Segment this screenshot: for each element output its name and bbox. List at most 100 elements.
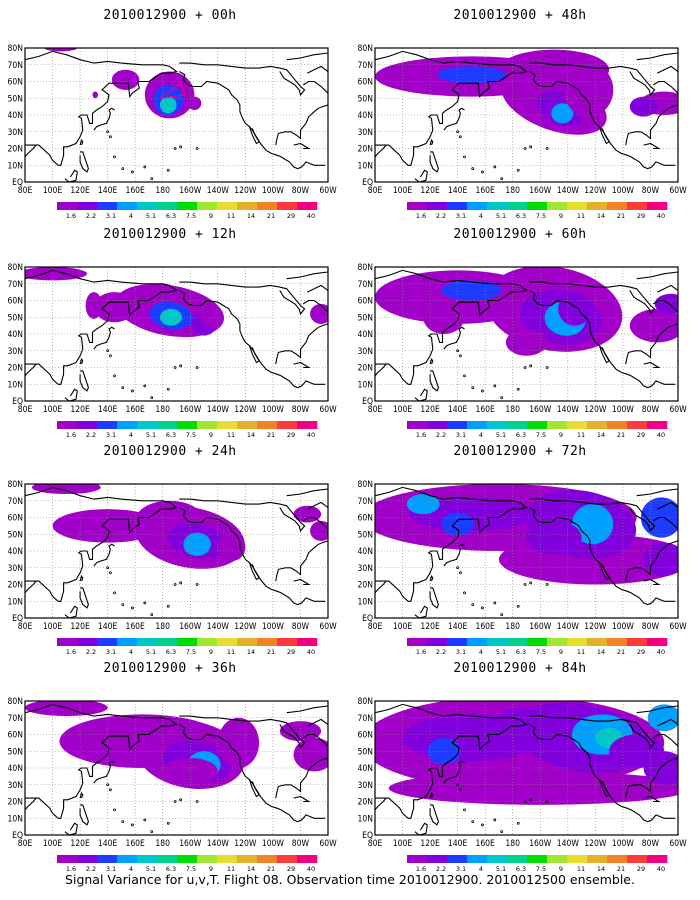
variance-contour [526,520,582,555]
lon-tick-label: 80E [368,622,383,632]
lat-tick-label: 60N [358,514,373,524]
coastline [25,486,178,602]
island [500,830,504,834]
coastline [179,507,326,606]
colorbar-swatch [487,855,508,863]
lat-tick-label: 30N [358,347,373,357]
colorbar-level-label: 5.1 [146,431,156,439]
variance-contour [159,96,177,114]
coastline [643,578,661,586]
lon-tick-label: 120W [584,405,607,415]
lon-tick-label: 140E [98,186,118,196]
coastline [286,705,328,714]
colorbar-swatch [177,202,198,210]
coastline [275,757,328,799]
colorbar-swatch [407,202,428,210]
island [150,613,154,617]
colorbar-level-label: 5.1 [146,212,156,220]
lat-tick-label: 20N [8,145,23,155]
lon-tick-label: 100E [393,839,413,849]
lon-tick-label: 120E [70,839,90,849]
coastline [598,345,610,364]
colorbar-swatch [567,421,588,429]
island [529,581,533,585]
lon-tick-label: 80E [368,839,383,849]
colorbar-level-label: 5.1 [496,212,506,220]
colorbar-swatch [467,855,488,863]
variance-contour [93,292,136,323]
lat-tick-label: 80N [8,480,23,490]
variance-contour [643,751,678,785]
coastline [25,144,37,158]
island [523,147,527,150]
colorbar-swatch [527,202,548,210]
colorbar-level-label: 3.1 [106,431,116,439]
variance-contour [427,737,461,765]
coastlines [375,50,678,182]
colorbar-swatch [607,202,628,210]
island [143,601,147,605]
map-frame [374,47,679,183]
variance-shading [375,49,678,135]
variance-shading [44,48,202,119]
island [166,821,170,825]
coastline [429,791,434,799]
coastline [25,269,178,385]
colorbar-swatch [237,202,258,210]
colorbar-level-label: 6.3 [166,648,176,656]
map-panel-60h: 2010012900 + 60h 80N 70N 60N 50N 40N 30N 20N 10… [350,227,690,449]
island [509,402,511,404]
panel-title: 2010012900 + 12h [103,227,237,242]
variance-contour [558,292,592,326]
colorbar-level-label: 1.6 [416,865,426,873]
coastline [375,269,528,385]
lon-tick-label: 140E [448,186,468,196]
colorbar-level-label: 11 [577,212,585,220]
coastline [79,574,84,582]
lat-tick-label: 10N [8,380,23,390]
lon-tick-label: 100E [43,186,63,196]
island [458,354,462,358]
lat-tick-label: 30N [358,564,373,574]
coastline [79,791,84,799]
lat-tick-label: 10N [8,597,23,607]
lat-tick-label: 40N [358,111,373,121]
colorbar-level-label: 29 [287,431,295,439]
lon-tick-label: 140W [557,186,580,196]
lat-tick-label: 30N [8,781,23,791]
island [113,155,116,159]
coastline [429,151,439,173]
lat-tick-label: 70N [358,497,373,507]
island [173,147,177,150]
island [159,836,161,838]
colorbar-swatch [157,855,178,863]
colorbar-swatch [217,202,238,210]
coastline [79,138,84,146]
variance-contour [31,484,101,495]
colorbar-swatch [467,421,488,429]
coastline [179,498,306,533]
colorbar-level-label: 3.1 [106,212,116,220]
lon-tick-label: 120E [70,622,90,632]
variance-contour [654,293,678,314]
lon-tick-label: 140E [98,839,118,849]
colorbar-level-label: 21 [267,648,275,656]
colorbar-level-label: 40 [657,648,665,656]
island [516,168,520,172]
coastline [79,357,84,365]
island [106,130,110,134]
lon-tick-label: 60W [669,186,687,196]
island [131,170,134,174]
variance-contour [199,307,222,328]
island [553,634,555,636]
colorbar-swatch [117,202,138,210]
colorbar-level-label: 5.1 [496,648,506,656]
colorbar-level-label: 7.5 [186,431,196,439]
island [150,177,154,181]
colorbar-swatch [487,421,508,429]
gridlines [375,48,678,182]
lon-tick-label: 140E [448,622,468,632]
island [553,417,555,419]
